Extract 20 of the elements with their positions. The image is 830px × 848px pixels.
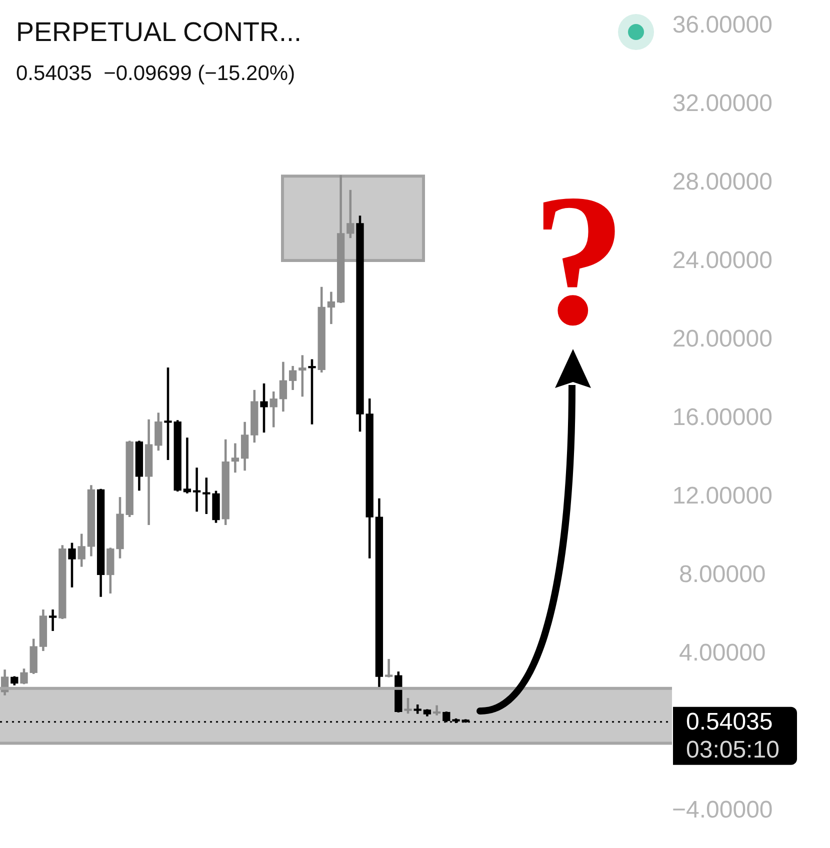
candlestick [48, 610, 57, 631]
candlestick [384, 658, 393, 678]
y-tick-label: 16.00000 [672, 404, 772, 432]
candlestick [231, 443, 240, 473]
y-tick-label: −4.00000 [672, 796, 773, 824]
candlestick [183, 438, 192, 494]
annotation: ? [532, 155, 626, 364]
y-tick-label: 4.00000 [679, 640, 766, 667]
y-tick-label: 36.00000 [672, 12, 772, 39]
y-tick-label: 12.00000 [672, 482, 772, 510]
y-tick-label: 20.00000 [672, 326, 772, 353]
chart-title: PERPETUAL CONTR... [16, 16, 302, 48]
y-tick-label: 24.00000 [672, 247, 772, 274]
y-tick-label: 28.00000 [672, 168, 772, 196]
text: 0.54035 −0.09699 (−15.20%) [16, 61, 296, 86]
ref-line-label: 0.54035 [686, 708, 773, 736]
text: 03:05:10 [686, 736, 780, 764]
y-tick-label: 8.00000 [679, 561, 766, 588]
candlestick [192, 468, 201, 512]
y-tick-label: 32.00000 [672, 90, 772, 118]
